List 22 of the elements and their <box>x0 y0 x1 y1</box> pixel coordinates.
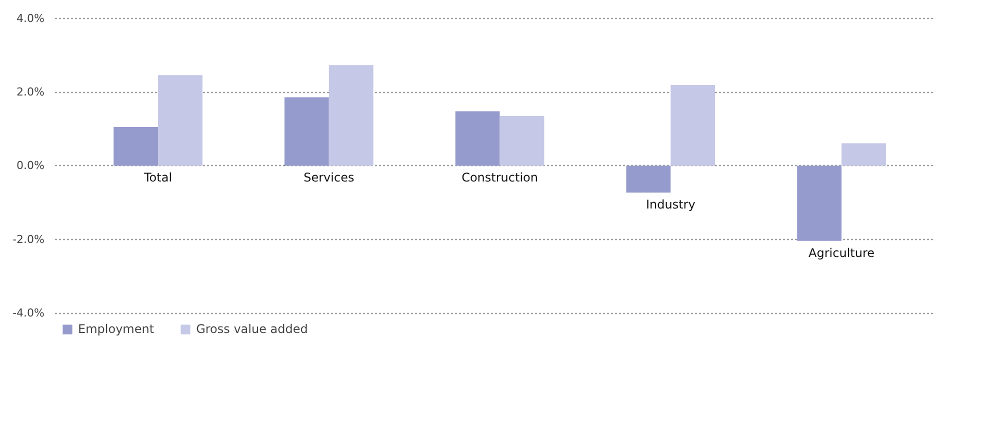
y-tick-label: 4.0% <box>16 12 45 25</box>
bar <box>328 65 374 166</box>
x-tick-label: Construction <box>462 170 538 185</box>
bar <box>797 166 842 241</box>
bar <box>626 166 671 193</box>
legend-label: Gross value added <box>196 322 308 336</box>
x-tick-label: Services <box>304 170 354 185</box>
y-tick-label: -2.0% <box>12 232 45 246</box>
bar <box>114 127 158 166</box>
bar <box>158 75 202 166</box>
y-tick-label: -4.0% <box>12 306 45 320</box>
legend-label: Employment <box>78 322 154 336</box>
bar <box>455 111 500 166</box>
bar <box>500 116 544 166</box>
x-tick-label: Agriculture <box>808 246 875 260</box>
y-tick-label: 2.0% <box>16 86 45 99</box>
x-tick-label: Industry <box>646 198 696 212</box>
bar <box>284 97 329 166</box>
x-tick-label: Total <box>143 170 172 185</box>
bar <box>670 85 716 166</box>
bar <box>842 143 886 166</box>
y-tick-label: 0.0% <box>16 159 45 172</box>
